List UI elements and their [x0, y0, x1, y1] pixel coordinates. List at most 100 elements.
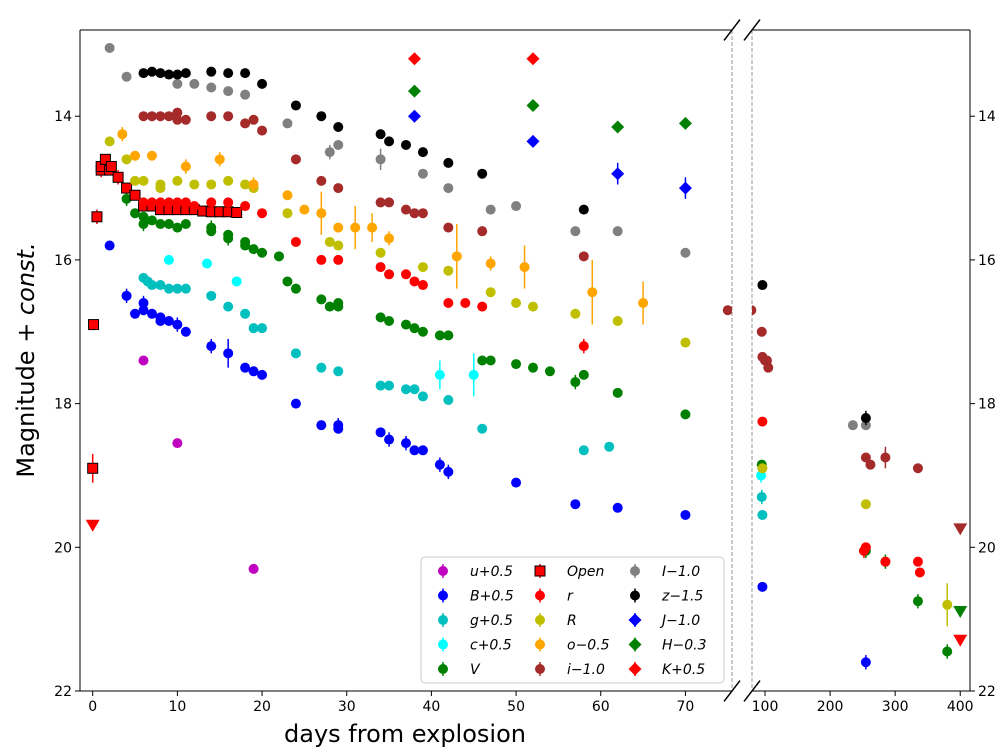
data-point-b05	[384, 434, 395, 445]
data-point-b05	[248, 366, 259, 377]
data-point-o05	[316, 208, 327, 219]
data-point-r	[443, 298, 454, 309]
data-point-g05	[146, 280, 157, 291]
data-point-r	[130, 175, 141, 186]
y-tick-label: 14	[54, 109, 72, 125]
data-point-v	[206, 226, 217, 237]
data-point-o05	[146, 150, 157, 161]
data-point-v	[163, 218, 174, 229]
y-tick-label-right: 16	[978, 253, 996, 269]
data-point-g05	[443, 395, 454, 406]
data-point-z15	[384, 136, 395, 147]
data-point-b05	[172, 319, 183, 330]
data-point-r	[612, 315, 623, 326]
data-point-r	[138, 175, 149, 186]
data-point-v	[333, 301, 344, 312]
data-point-g05	[223, 301, 234, 312]
legend-label-h03: H−0.3	[662, 638, 707, 654]
legend-marker-i10	[535, 664, 545, 674]
data-point-u05	[138, 355, 149, 366]
data-point-v	[290, 283, 301, 294]
data-point-i10	[912, 463, 923, 474]
data-point-open	[88, 319, 100, 331]
legend-marker-r	[535, 615, 545, 625]
data-point-v	[375, 312, 386, 323]
data-point-open	[121, 182, 133, 194]
data-point-b05	[375, 427, 386, 438]
data-point-i10	[722, 305, 732, 316]
legend-label-k05: K+0.5	[662, 662, 705, 678]
data-point-i10	[172, 78, 183, 89]
data-point-z15	[578, 204, 589, 215]
data-point-open	[99, 153, 111, 165]
data-point-i10	[756, 326, 767, 337]
data-point-i10	[570, 226, 581, 237]
data-point-r	[860, 499, 871, 510]
data-point-b05	[290, 398, 301, 409]
legend-marker-c05	[438, 639, 448, 650]
data-point-g05	[401, 384, 411, 395]
data-point-r	[138, 197, 149, 208]
data-point-r	[417, 280, 428, 291]
data-point-b05	[757, 581, 768, 592]
data-point-c05	[163, 254, 174, 265]
data-point-z15	[417, 147, 428, 158]
data-point-i10	[172, 114, 183, 125]
data-point-r	[460, 298, 471, 309]
data-point-r	[417, 262, 428, 273]
legend-label-r: R	[567, 613, 577, 629]
data-point-i10	[880, 452, 891, 463]
data-point-z15	[138, 68, 149, 79]
legend-label-u05: u+0.5	[470, 564, 513, 580]
data-point-r	[206, 179, 217, 190]
data-point-i10	[384, 197, 395, 208]
data-point-v	[443, 330, 454, 341]
data-point-b05	[570, 499, 581, 510]
legend-marker-h03	[628, 638, 642, 651]
legend-marker-z15	[630, 590, 640, 601]
data-point-g05	[384, 380, 395, 391]
data-point-r	[223, 197, 234, 208]
data-point-r	[257, 208, 268, 219]
data-point-r	[240, 179, 251, 190]
data-point-r	[189, 179, 200, 190]
data-point-z15	[333, 121, 344, 132]
data-point-r	[443, 265, 454, 276]
data-point-i10	[511, 201, 522, 212]
legend-label-j10: J−1.0	[659, 613, 700, 629]
y-tick-label-right: 20	[978, 540, 996, 556]
data-point-v	[570, 377, 581, 388]
data-point-i10	[138, 111, 149, 122]
data-point-r	[172, 197, 183, 208]
data-point-j10	[611, 167, 625, 181]
y-tick-label: 18	[54, 397, 72, 413]
data-point-i10	[375, 154, 386, 165]
data-point-g05	[240, 308, 251, 319]
data-point-r	[333, 240, 344, 251]
data-point-i10	[206, 82, 217, 93]
data-point-b05	[333, 423, 344, 434]
data-point-i10	[417, 208, 428, 219]
data-point-b05	[257, 369, 268, 380]
data-point-r	[528, 301, 539, 312]
upper-limit-marker	[953, 634, 968, 647]
data-point-u05	[172, 438, 183, 449]
x-tick-label: 70	[677, 699, 695, 715]
axis-break-mark	[723, 680, 741, 702]
data-point-b05	[138, 305, 149, 316]
data-point-open	[112, 171, 124, 183]
data-point-r	[163, 197, 174, 208]
data-point-r	[375, 262, 386, 273]
data-point-v	[384, 315, 395, 326]
data-point-r	[290, 236, 301, 247]
data-point-b05	[163, 315, 174, 326]
data-point-r	[409, 276, 420, 287]
data-point-r	[316, 254, 327, 265]
data-point-open	[105, 161, 117, 173]
data-point-z15	[316, 111, 327, 122]
data-point-i10	[417, 168, 428, 179]
data-point-z15	[180, 68, 191, 79]
legend-label-z15: z−1.5	[661, 589, 703, 605]
data-point-i10	[163, 111, 174, 122]
data-point-o05	[384, 233, 395, 244]
